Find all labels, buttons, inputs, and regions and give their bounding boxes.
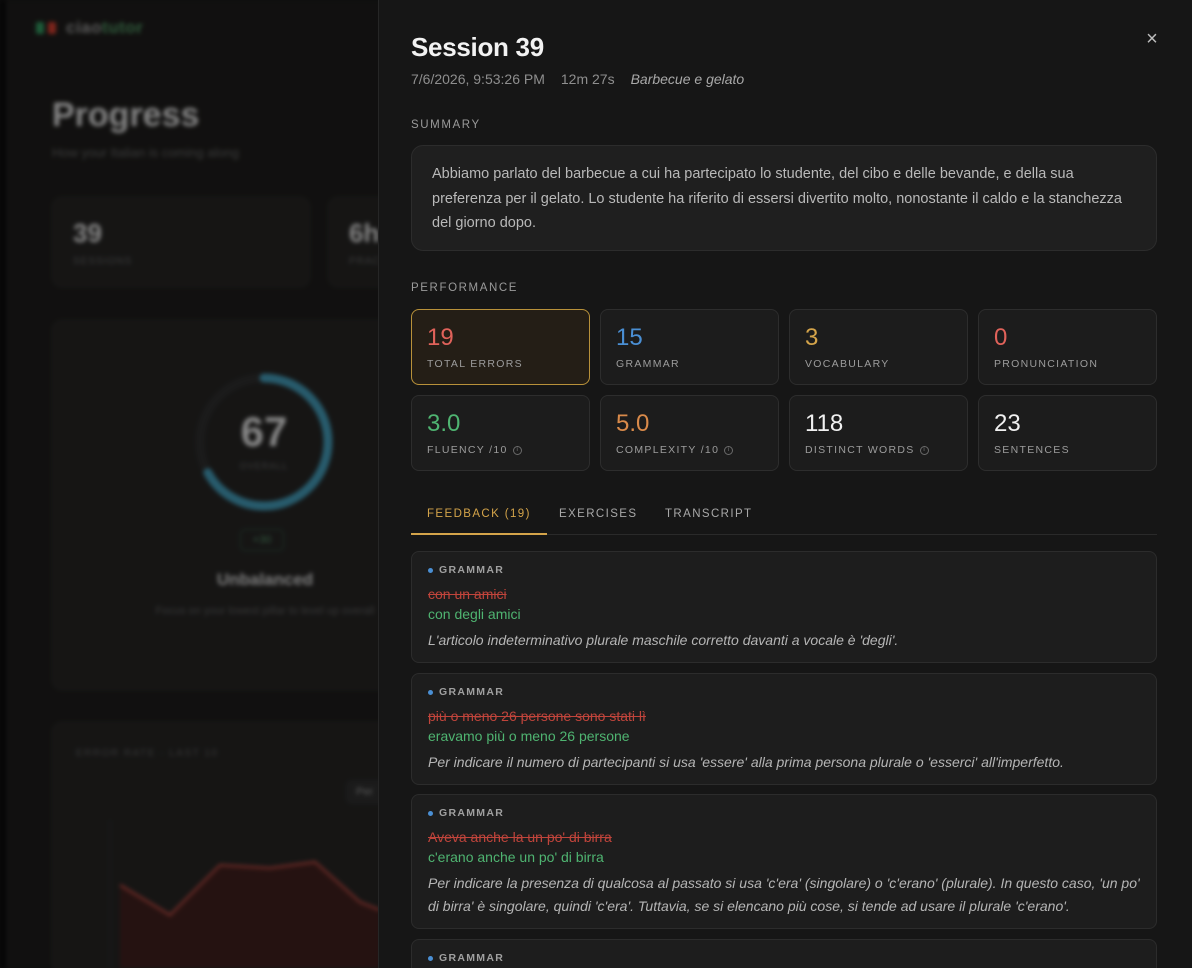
info-icon[interactable]: i	[724, 445, 734, 455]
feedback-explanation: L'articolo indeterminativo plurale masch…	[428, 632, 899, 648]
feedback-correction: eravamo più o meno 26 persone	[428, 728, 630, 744]
tab-feedback[interactable]: FEEDBACK (19)	[411, 498, 547, 535]
logo-flag-icon	[36, 19, 58, 37]
metric-label: VOCABULARY	[805, 358, 890, 370]
feedback-category: GRAMMAR	[428, 807, 1140, 819]
feedback-wrong: Aveva anche la un po' di birra	[428, 829, 612, 845]
change-chip: +30	[240, 529, 284, 551]
window-edge	[0, 0, 6, 968]
feedback-card: GRAMMAR più o meno 26 persone sono stati…	[411, 673, 1157, 785]
page-subtitle: How your Italian is coming along	[52, 145, 240, 160]
tab-exercises[interactable]: EXERCISES	[559, 508, 638, 520]
stat-label: PRACTICE	[349, 256, 408, 267]
modal-backdrop[interactable]	[0, 0, 378, 968]
metric-label: SENTENCES	[994, 444, 1070, 456]
feedback-card: GRAMMAR Aveva anche la un po' di birra c…	[411, 794, 1157, 929]
metric-label: TOTAL ERRORS	[427, 358, 523, 370]
performance-label: PERFORMANCE	[411, 282, 519, 294]
overall-score: 67	[240, 408, 288, 455]
stat-value: 6h	[349, 218, 380, 248]
category-dot-icon	[428, 689, 433, 695]
category-dot-icon	[428, 567, 433, 573]
feedback-explanation: Per indicare la presenza di qualcosa al …	[428, 875, 1140, 914]
feedback-correction: c'erano anche un po' di birra	[428, 849, 604, 865]
metric-label: DISTINCT WORDS i	[805, 444, 929, 456]
metric-total-errors[interactable]: 19 TOTAL ERRORS	[411, 309, 590, 385]
category-dot-icon	[428, 955, 433, 961]
metric-pronunciation[interactable]: 0 PRONUNCIATION	[978, 309, 1157, 385]
metric-sentences: 23 SENTENCES	[978, 395, 1157, 471]
session-title: Session 39	[411, 32, 544, 62]
feedback-card: GRAMMAR con un amici con degli amici L'a…	[411, 551, 1157, 663]
session-duration: 12m 27s	[560, 71, 615, 87]
category-dot-icon	[428, 810, 433, 816]
stat-card-sessions: 39 SESSIONS	[52, 197, 310, 287]
summary-label: SUMMARY	[411, 119, 481, 131]
overall-ring	[195, 373, 333, 511]
feedback-card: GRAMMAR	[411, 939, 1157, 968]
feedback-category: GRAMMAR	[428, 952, 1140, 964]
info-icon[interactable]: i	[919, 445, 929, 455]
metric-value: 3.0	[427, 410, 461, 437]
feedback-category: GRAMMAR	[428, 686, 1140, 698]
tab-transcript[interactable]: TRANSCRIPT	[665, 508, 753, 520]
session-meta: 7/6/2026, 9:53:26 PM 12m 27s Barbecue e …	[411, 71, 744, 87]
feedback-wrong: con un amici	[428, 586, 507, 602]
summary-text: Abbiamo parlato del barbecue a cui ha pa…	[411, 145, 1157, 251]
close-icon[interactable]: ×	[1146, 28, 1158, 50]
metric-value: 5.0	[616, 410, 650, 437]
error-chart	[109, 820, 380, 968]
balance-title: Unbalanced	[216, 570, 314, 589]
metric-label: PRONUNCIATION	[994, 358, 1099, 370]
info-icon[interactable]: i	[512, 445, 522, 455]
chart-title: ERROR RATE · LAST 10	[76, 748, 219, 759]
session-detail-drawer: × Session 39 7/6/2026, 9:53:26 PM 12m 27…	[378, 0, 1192, 968]
feedback-correction: con degli amici	[428, 606, 521, 622]
detail-tabs: FEEDBACK (19) EXERCISES TRANSCRIPT	[411, 498, 1157, 535]
metric-value: 23	[994, 410, 1021, 437]
metric-vocabulary[interactable]: 3 VOCABULARY	[789, 309, 968, 385]
metric-value: 15	[616, 324, 643, 351]
metric-value: 3	[805, 324, 819, 351]
metric-value: 19	[427, 324, 454, 351]
app-logo: ciaotutor	[36, 18, 143, 38]
overall-card	[52, 320, 392, 690]
stat-label: SESSIONS	[73, 256, 133, 267]
metric-distinct-words: 118 DISTINCT WORDS i	[789, 395, 968, 471]
metric-label: COMPLEXITY /10 i	[616, 444, 734, 456]
feedback-category: GRAMMAR	[428, 564, 1140, 576]
feedback-wrong: più o meno 26 persone sono stati lì	[428, 708, 646, 724]
metric-grammar[interactable]: 15 GRAMMAR	[600, 309, 779, 385]
metric-label: FLUENCY /10 i	[427, 444, 522, 456]
logo-text: ciaotutor	[66, 18, 144, 37]
feedback-explanation: Per indicare il numero di partecipanti s…	[428, 754, 1064, 770]
metric-value: 0	[994, 324, 1008, 351]
stat-value: 39	[73, 218, 102, 248]
metric-value: 118	[805, 410, 844, 437]
metric-label: GRAMMAR	[616, 358, 680, 370]
page-title: Progress	[52, 96, 200, 134]
overall-label: OVERALL	[239, 461, 289, 471]
metric-fluency: 3.0 FLUENCY /10 i	[411, 395, 590, 471]
session-topic: Barbecue e gelato	[630, 71, 745, 87]
session-datetime: 7/6/2026, 9:53:26 PM	[411, 71, 545, 87]
metric-complexity: 5.0 COMPLEXITY /10 i	[600, 395, 779, 471]
balance-subtitle: Focus on your lowest pillar to level up …	[155, 605, 375, 617]
